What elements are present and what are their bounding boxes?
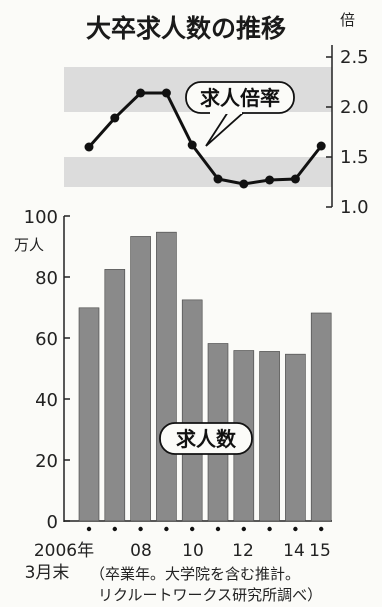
x-marker-2011	[215, 526, 221, 532]
note-line-1: （卒業年。大学院を含む推計。	[90, 565, 300, 583]
ratio-point-2014	[290, 174, 300, 184]
ratio-point-2009	[161, 88, 171, 98]
line-y-tick-label-3: 1.0	[340, 197, 369, 218]
callout-pointer	[205, 111, 247, 147]
bar-y-tick-label-1: 80	[35, 268, 58, 289]
x-tick-15: 15	[309, 541, 331, 561]
bar-y-tick-label-0: 100	[24, 207, 58, 228]
bar-unit-label: 万人	[14, 236, 44, 254]
line-y-ticks: 2.5 2.0 1.5 1.0	[326, 47, 369, 218]
line-chart-panel: 倍 2.5 2.0 1.5 1.0 求人倍率	[64, 11, 369, 218]
ratio-point-2010	[187, 140, 197, 150]
x-tick-14: 14	[283, 541, 305, 561]
ratio-callout: 求人倍率	[185, 81, 295, 147]
bar-y-ticks: 100 80 60 40 20 0	[24, 207, 70, 533]
x-marker-2007	[112, 526, 118, 532]
x-tick-2006: 2006年	[34, 541, 94, 561]
bar-2010	[181, 299, 203, 522]
bar-2015	[310, 312, 332, 522]
line-unit-label: 倍	[340, 11, 355, 29]
line-y-tick-label-0: 2.5	[340, 47, 369, 68]
x-year-markers	[86, 526, 324, 532]
ratio-point-2011	[213, 174, 223, 184]
ratio-points	[84, 88, 326, 189]
x-marker-2006	[86, 526, 92, 532]
x-marker-2013	[267, 526, 272, 532]
ratio-point-2015	[316, 141, 326, 151]
ratio-point-2013	[265, 175, 275, 185]
x-tick-08: 08	[130, 541, 152, 561]
ratio-point-2008	[136, 88, 146, 98]
x-marker-2008	[138, 526, 143, 532]
x-marker-2010	[190, 526, 195, 532]
x-marker-2012	[241, 526, 246, 532]
bar-2006	[78, 307, 100, 522]
bar-label-box	[159, 422, 253, 455]
bar-2014	[285, 353, 306, 522]
x-marker-2014	[293, 526, 298, 532]
x-marker-2015	[319, 526, 324, 532]
bar-y-tick-label-5: 0	[47, 512, 58, 533]
bar-y-tick-label-4: 20	[35, 451, 58, 472]
ratio-line	[87, 91, 323, 186]
bar-2007	[104, 269, 126, 522]
line-y-tick-label-1: 2.0	[340, 97, 369, 118]
x-unit-note: 3月末	[25, 563, 70, 583]
bar-y-tick-label-2: 60	[35, 329, 58, 350]
bar-series-label: 求人数	[176, 427, 237, 451]
bar-2013	[259, 351, 280, 522]
x-tick-10: 10	[182, 541, 204, 561]
bar-2009	[156, 231, 177, 522]
x-tick-12: 12	[232, 541, 254, 561]
ratio-point-2006	[84, 142, 94, 152]
bars	[78, 231, 332, 522]
band-lower	[64, 157, 332, 187]
x-marker-2009	[164, 526, 169, 532]
note-line-2: リクルートワークス研究所調べ）	[98, 586, 322, 604]
line-y-tick-label-2: 1.5	[340, 147, 369, 168]
chart-title: 大卒求人数の推移	[86, 14, 286, 43]
bar-callout: 求人数	[159, 422, 253, 455]
bar-chart-panel: 万人 100 80 60 40 20 0 求人数	[14, 207, 332, 533]
bar-2008	[130, 236, 151, 522]
ratio-series-label: 求人倍率	[200, 86, 280, 110]
ratio-point-2007	[110, 113, 120, 123]
ratio-point-2012	[239, 179, 249, 189]
bar-y-tick-label-3: 40	[35, 390, 58, 411]
